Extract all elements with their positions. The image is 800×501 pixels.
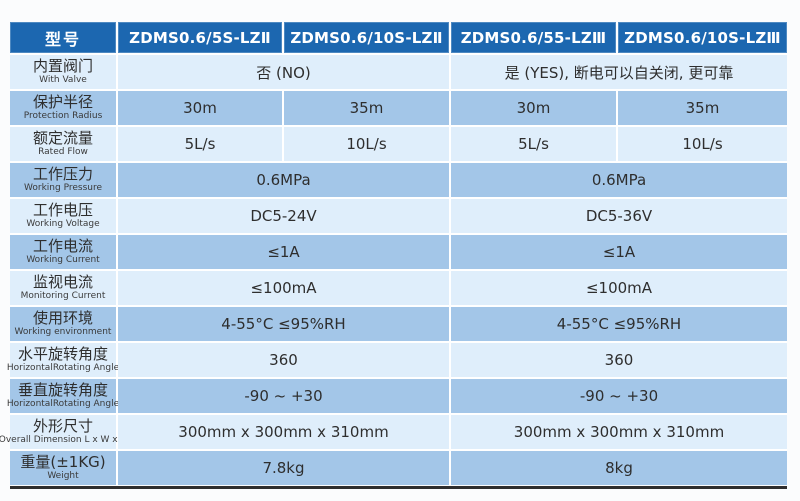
row-label-rated-flow: 额定流量 Rated Flow: [10, 127, 116, 161]
value-horizontal-angle-lz2: 360: [118, 343, 449, 377]
row-label-with-valve: 内置阀门 With Valve: [10, 55, 116, 89]
value-vertical-angle-lz3: -90 ~ +30: [451, 379, 787, 413]
row-label-horizontal-angle: 水平旋转角度 HorizontalRotating Angle: [6, 343, 120, 377]
row-label-monitoring-current: 监视电流 Monitoring Current: [10, 271, 116, 305]
header-cell-model-3: ZDMS0.6/55-LZⅢ: [451, 22, 616, 53]
row-label-zh: 垂直旋转角度: [17, 381, 108, 400]
value-working-environment-lz3: 4-55°C ≤95%RH: [451, 307, 787, 341]
row-label-zh: 使用环境: [32, 309, 93, 328]
row-label-en: HorizontalRotating Angle: [6, 362, 120, 373]
row-label-en: Protection Radius: [23, 110, 103, 121]
spec-table: 型号 ZDMS0.6/5S-LZⅡ ZDMS0.6/10S-LZⅡ ZDMS0.…: [0, 22, 787, 489]
value-working-environment-lz2: 4-55°C ≤95%RH: [118, 307, 449, 341]
row-label-zh: 外形尺寸: [32, 417, 93, 436]
value-rated-flow-2: 10L/s: [284, 127, 449, 161]
value-overall-dimension-lz2: 300mm x 300mm x 310mm: [118, 415, 449, 449]
row-label-zh: 水平旋转角度: [17, 345, 108, 364]
value-with-valve-lz3: 是 (YES), 断电可以自关闭, 更可靠: [451, 55, 787, 89]
value-monitoring-current-lz2: ≤100mA: [118, 271, 449, 305]
value-rated-flow-3: 5L/s: [451, 127, 616, 161]
row-label-protection-radius: 保护半径 Protection Radius: [10, 91, 116, 125]
value-working-pressure-lz3: 0.6MPa: [451, 163, 787, 197]
value-working-voltage-lz3: DC5-36V: [451, 199, 787, 233]
value-rated-flow-4: 10L/s: [618, 127, 787, 161]
header-cell-model-1: ZDMS0.6/5S-LZⅡ: [118, 22, 282, 53]
value-protection-radius-4: 35m: [618, 91, 787, 125]
row-label-en: Working environment: [14, 326, 112, 337]
value-weight-lz3: 8kg: [451, 451, 787, 485]
row-label-en: Monitoring Current: [20, 290, 106, 301]
row-label-en: Overall Dimension L x W x H: [0, 434, 128, 445]
row-label-overall-dimension: 外形尺寸 Overall Dimension L x W x H: [0, 415, 127, 449]
value-protection-radius-3: 30m: [451, 91, 616, 125]
value-rated-flow-1: 5L/s: [118, 127, 282, 161]
header-cell-model: 型号: [10, 22, 116, 53]
row-label-working-voltage: 工作电压 Working Voltage: [10, 199, 116, 233]
table-bottom-rule: [10, 486, 787, 489]
value-with-valve-lz2: 否 (NO): [118, 55, 449, 89]
row-label-zh: 监视电流: [32, 273, 93, 292]
value-working-pressure-lz2: 0.6MPa: [118, 163, 449, 197]
row-label-zh: 内置阀门: [32, 57, 93, 76]
row-label-zh: 保护半径: [32, 93, 93, 112]
value-protection-radius-2: 35m: [284, 91, 449, 125]
row-label-en: Working Voltage: [26, 218, 100, 229]
row-label-zh: 工作压力: [32, 165, 93, 184]
row-label-en: HorizontalRotating Angle: [6, 398, 120, 409]
value-monitoring-current-lz3: ≤100mA: [451, 271, 787, 305]
value-protection-radius-1: 30m: [118, 91, 282, 125]
value-vertical-angle-lz2: -90 ~ +30: [118, 379, 449, 413]
row-label-zh: 额定流量: [32, 129, 93, 148]
value-horizontal-angle-lz3: 360: [451, 343, 787, 377]
value-weight-lz2: 7.8kg: [118, 451, 449, 485]
row-label-zh: 重量(±1KG): [20, 453, 106, 472]
row-label-en: Working Current: [26, 254, 100, 265]
row-label-en: Weight: [47, 470, 79, 481]
value-working-current-lz2: ≤1A: [118, 235, 449, 269]
value-working-current-lz3: ≤1A: [451, 235, 787, 269]
spec-grid: 型号 ZDMS0.6/5S-LZⅡ ZDMS0.6/10S-LZⅡ ZDMS0.…: [0, 22, 787, 485]
row-label-working-environment: 使用环境 Working environment: [10, 307, 116, 341]
row-label-working-current: 工作电流 Working Current: [10, 235, 116, 269]
header-cell-model-2: ZDMS0.6/10S-LZⅡ: [284, 22, 449, 53]
row-label-en: Working Pressure: [24, 182, 102, 193]
row-label-en: Rated Flow: [38, 146, 88, 157]
row-label-weight: 重量(±1KG) Weight: [10, 451, 116, 485]
row-label-vertical-angle: 垂直旋转角度 HorizontalRotating Angle: [6, 379, 120, 413]
row-label-zh: 工作电流: [32, 237, 93, 256]
row-label-working-pressure: 工作压力 Working Pressure: [10, 163, 116, 197]
header-cell-model-4: ZDMS0.6/10S-LZⅢ: [618, 22, 787, 53]
value-working-voltage-lz2: DC5-24V: [118, 199, 449, 233]
value-overall-dimension-lz3: 300mm x 300mm x 310mm: [451, 415, 787, 449]
row-label-en: With Valve: [39, 74, 87, 85]
row-label-zh: 工作电压: [32, 201, 93, 220]
